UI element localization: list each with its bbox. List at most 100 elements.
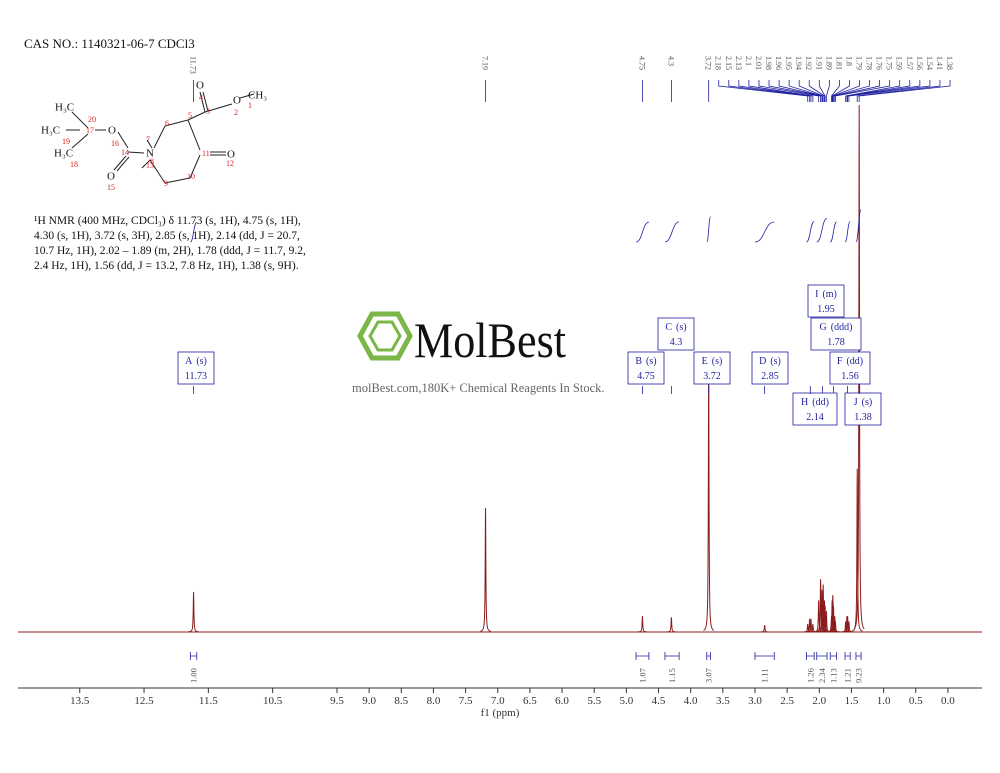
multiplet-box xyxy=(792,392,838,426)
atom-label: O xyxy=(196,80,204,92)
peak-label-leader xyxy=(846,80,911,102)
multiplet-title: E (s) xyxy=(702,356,723,367)
x-tick-label: 8.0 xyxy=(427,695,441,707)
integral-label: 1.15 xyxy=(667,668,677,683)
peak-label: 1.98 xyxy=(764,56,773,70)
atom-label: O xyxy=(233,95,241,107)
integral-bracket xyxy=(706,652,712,660)
spectrum-peak xyxy=(188,591,199,633)
spectrum-peak xyxy=(637,616,648,633)
peak-label: 2.18 xyxy=(714,56,723,70)
peak-label-leader xyxy=(718,80,809,102)
x-tick-label: 4.5 xyxy=(652,695,666,707)
integral-bracket xyxy=(189,652,198,660)
multiplet-box xyxy=(177,351,215,385)
spectrum-peak xyxy=(759,625,770,633)
atom-label: O xyxy=(108,125,116,137)
multiplet-name: I xyxy=(815,289,818,300)
peak-label-leader xyxy=(788,80,823,102)
x-tick-label: 1.5 xyxy=(845,695,859,707)
atom-label: O xyxy=(227,149,235,161)
multiplet-multiplicity: (s) xyxy=(646,356,657,367)
multiplet-title: B (s) xyxy=(635,356,656,367)
peak-label: 1.92 xyxy=(804,56,813,70)
peak-label-leader xyxy=(856,80,941,102)
multiplet-multiplicity: (s) xyxy=(712,356,723,367)
multiplet-name: J xyxy=(854,397,858,408)
peak-label-leader xyxy=(858,80,951,102)
integral-curve xyxy=(844,221,851,243)
atom-label: 13 xyxy=(146,161,154,170)
structure-bonds xyxy=(66,91,255,184)
atom-label: 10 xyxy=(187,172,195,181)
integral-curve xyxy=(189,222,198,243)
integral-bracket xyxy=(806,652,815,660)
atom-label: 19 xyxy=(62,137,70,146)
multiplet-box xyxy=(751,351,789,385)
integral-bracket xyxy=(754,652,775,660)
x-tick-label: 12.5 xyxy=(134,695,154,707)
x-tick-label: 9.5 xyxy=(330,695,344,707)
integral-bracket xyxy=(664,652,680,660)
integral-label: 1.13 xyxy=(828,668,838,683)
peak-label: 1.76 xyxy=(875,56,884,70)
multiplet-multiplicity: (s) xyxy=(196,356,207,367)
peak-label-leader xyxy=(748,80,814,102)
watermark-brand: MolBest xyxy=(414,312,566,368)
multiplet-title: F (dd) xyxy=(837,356,863,367)
integral-curve xyxy=(855,208,862,243)
peak-label: 2.15 xyxy=(724,56,733,70)
multiplet-box xyxy=(627,351,665,385)
peak-label: 1.38 xyxy=(945,56,954,70)
peak-label-leader xyxy=(798,80,824,102)
x-tick-label: 2.5 xyxy=(780,695,794,707)
peak-label: 1.57 xyxy=(905,56,914,70)
multiplet-name: A xyxy=(185,356,193,367)
atom-label: 18 xyxy=(70,160,78,169)
atom-label: 3 xyxy=(206,107,210,116)
multiplet-title: G (ddd) xyxy=(820,322,853,333)
x-tick-label: 2.0 xyxy=(812,695,826,707)
multiplet-shift: 1.78 xyxy=(827,337,845,348)
multiplet-name: F xyxy=(837,356,843,367)
integral-label: 1.21 xyxy=(843,668,853,683)
atom-label: N xyxy=(146,148,154,160)
multiplet-multiplicity: (s) xyxy=(770,356,781,367)
multiplet-box xyxy=(807,284,845,318)
x-tick-label: 5.5 xyxy=(587,695,601,707)
peak-label: 11.73 xyxy=(189,56,198,74)
multiplet-name: H xyxy=(801,397,808,408)
integral-curve xyxy=(829,221,838,243)
peak-label: 1.54 xyxy=(925,56,934,70)
spectrum-peak xyxy=(843,621,855,633)
integral-label: 2.34 xyxy=(817,667,827,683)
peak-label: 2.01 xyxy=(754,56,763,70)
multiplet-shift: 1.56 xyxy=(841,371,859,382)
integral-bracket xyxy=(816,652,828,660)
atom-label: O xyxy=(107,171,115,183)
multiplet-name: G xyxy=(820,322,827,333)
integral-curve xyxy=(806,221,815,243)
title: CAS NO.: 1140321-06-7 CDCl3 xyxy=(24,36,195,51)
multiplet-title: C (s) xyxy=(665,322,686,333)
x-tick-label: 0.0 xyxy=(941,695,955,707)
x-tick-label: 0.5 xyxy=(909,695,923,707)
multiplet-multiplicity: (s) xyxy=(862,397,873,408)
multiplet-box xyxy=(829,351,871,385)
peak-label: 1.81 xyxy=(834,56,843,70)
peak-label-leader xyxy=(847,80,921,102)
peak-label-leader xyxy=(738,80,812,102)
peak-label-leader xyxy=(833,80,870,102)
x-tick-label: 7.0 xyxy=(491,695,505,707)
multiplet-box xyxy=(810,317,862,351)
spectrum-peak xyxy=(851,468,863,632)
peak-label-leader xyxy=(831,80,840,102)
x-tick-label: 13.5 xyxy=(70,695,90,707)
atom-label: H₃C xyxy=(54,148,73,160)
multiplet-box xyxy=(844,392,882,426)
atom-label: 20 xyxy=(88,115,96,124)
spectrum-peak xyxy=(830,621,841,633)
integral-curve xyxy=(706,216,712,243)
atom-label: 2 xyxy=(234,108,238,117)
